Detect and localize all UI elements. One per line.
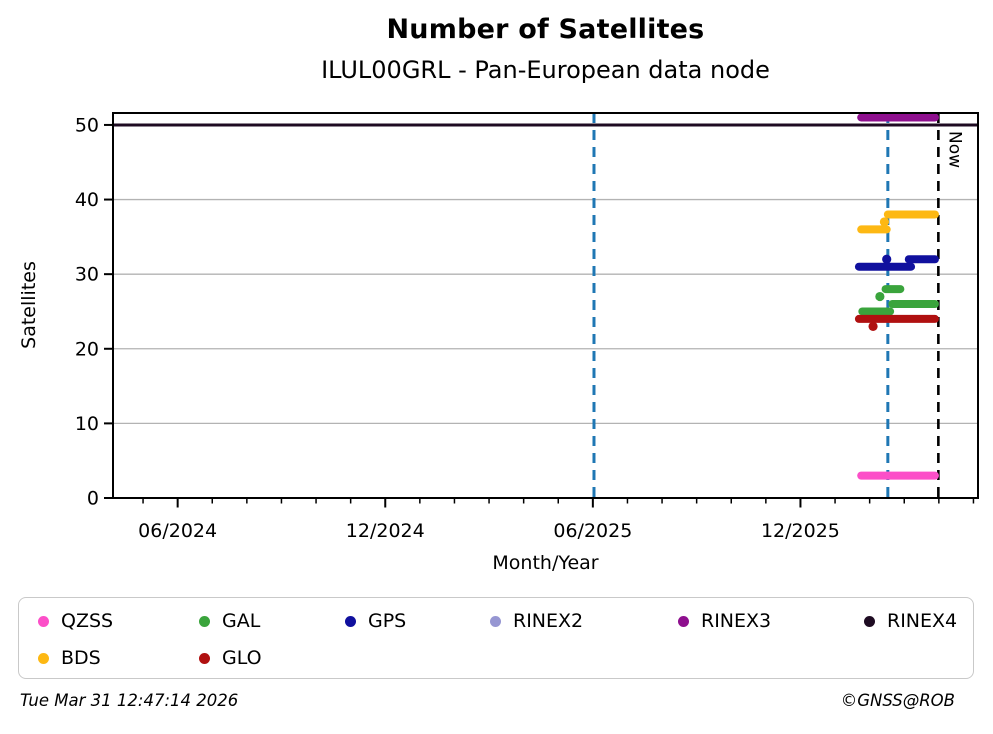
- series-gps: [854, 254, 939, 271]
- chart-title: Number of Satellites: [386, 14, 705, 45]
- chart-canvas: Now 0 10 20 30 40 50 06/2024 12/2024 06/2025 12/20…: [75, 112, 979, 542]
- legend-label: RINEX3: [701, 610, 772, 632]
- legend-dot-rinex3: [678, 615, 689, 627]
- x-axis-label: Month/Year: [492, 552, 599, 574]
- legend-label: RINEX4: [887, 610, 958, 632]
- series-bds: [857, 210, 939, 234]
- now-label: Now: [944, 131, 964, 168]
- legend-label: RINEX2: [513, 610, 584, 632]
- legend-dot-rinex4: [864, 615, 875, 627]
- y-tick-label: 0: [87, 488, 99, 510]
- y-tick-label: 10: [75, 413, 99, 435]
- x-axis-ticks: 06/2024 12/2024 06/2025 12/2025: [138, 498, 975, 542]
- legend-item-gal: GAL: [199, 607, 260, 635]
- x-tick-label: 06/2025: [553, 520, 632, 542]
- legend-dot-glo: [199, 652, 210, 664]
- x-tick-label: 12/2024: [346, 520, 425, 542]
- footer-copyright: ©GNSS@ROB: [840, 691, 955, 710]
- legend-dot-gps: [345, 615, 356, 627]
- series-gal: [858, 285, 939, 316]
- y-tick-label: 40: [75, 189, 99, 211]
- legend-item-qzss: QZSS: [38, 607, 113, 635]
- y-axis-ticks: 0 10 20 30 40 50: [75, 114, 113, 510]
- legend-label: GLO: [222, 647, 262, 669]
- legend-label: QZSS: [61, 610, 114, 632]
- y-tick-label: 20: [75, 338, 99, 360]
- y-tick-label: 50: [75, 114, 99, 136]
- legend-dot-bds: [38, 652, 49, 664]
- plot-frame: [112, 112, 979, 499]
- legend-label: GAL: [222, 610, 261, 632]
- legend: QZSS GAL GPS RINEX2 RINEX3 RINEX4 BDS GLO: [18, 597, 974, 679]
- legend-item-rinex4: RINEX4: [864, 607, 957, 635]
- legend-item-rinex3: RINEX3: [678, 607, 771, 635]
- legend-label: BDS: [61, 647, 101, 669]
- series: [113, 113, 978, 480]
- legend-item-rinex2: RINEX2: [490, 607, 583, 635]
- legend-dot-gal: [199, 615, 210, 627]
- event-lines: [592, 113, 940, 498]
- legend-item-gps: GPS: [345, 607, 406, 635]
- chart-subtitle: ILUL00GRL - Pan-European data node: [321, 56, 770, 84]
- legend-dot-qzss: [38, 615, 49, 627]
- x-tick-label: 12/2025: [761, 520, 840, 542]
- legend-item-glo: GLO: [199, 644, 262, 672]
- y-gridlines: [113, 198, 978, 425]
- series-glo: [854, 314, 939, 331]
- footer-timestamp: Tue Mar 31 12:47:14 2026: [20, 691, 239, 710]
- legend-item-bds: BDS: [38, 644, 101, 672]
- x-tick-label: 06/2024: [138, 520, 217, 542]
- legend-dot-rinex2: [490, 615, 501, 627]
- legend-label: GPS: [368, 610, 407, 632]
- y-tick-label: 30: [75, 264, 99, 286]
